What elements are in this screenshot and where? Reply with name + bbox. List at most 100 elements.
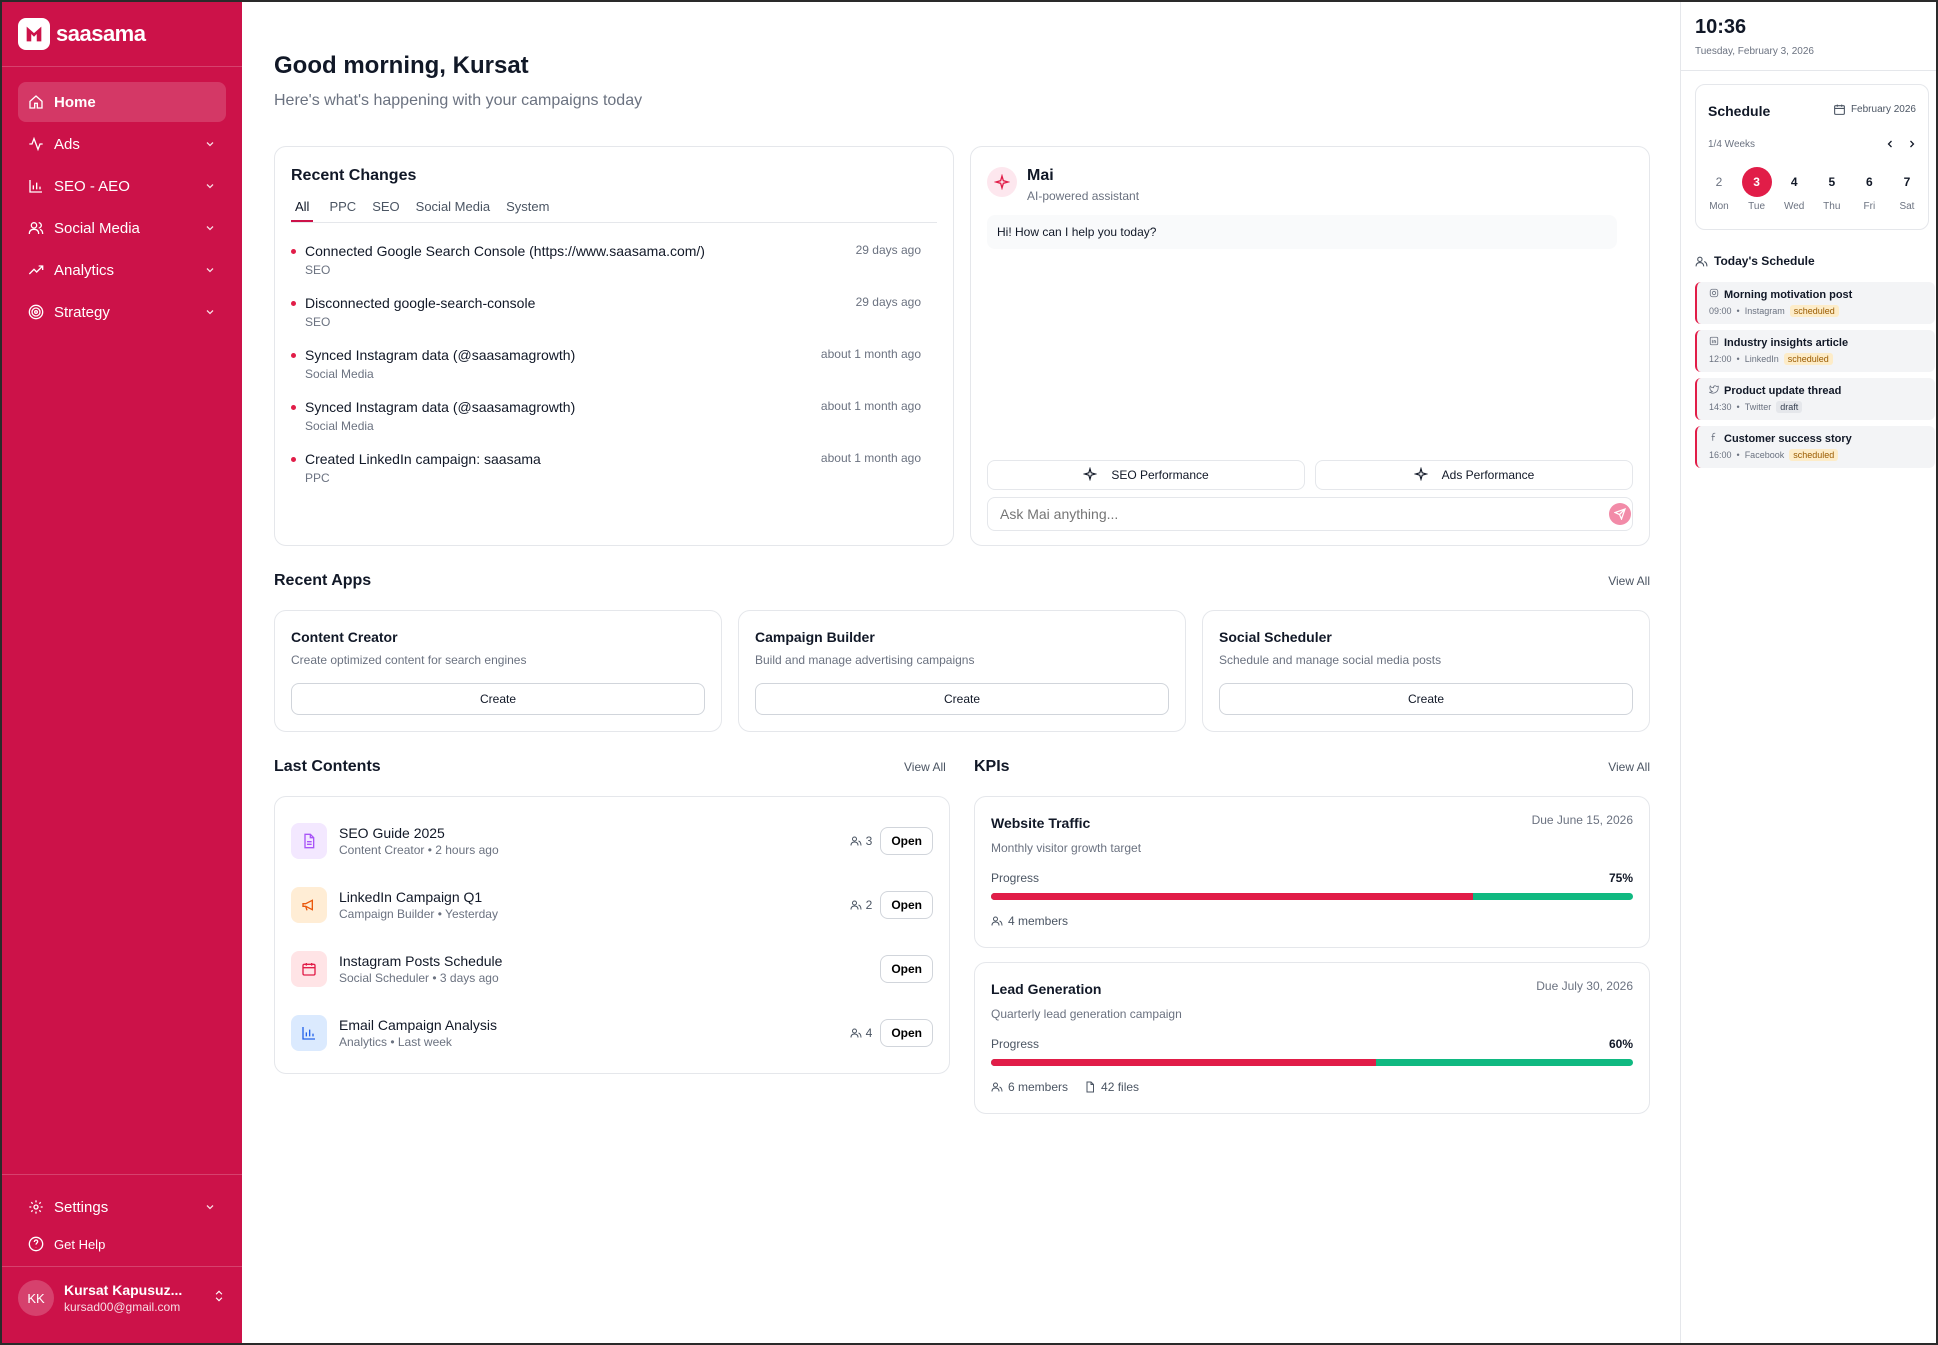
list-item[interactable]: Created LinkedIn campaign: saasama PPC a…	[291, 451, 937, 485]
chevron-down-icon	[204, 306, 216, 318]
list-item[interactable]: Disconnected google-search-console SEO 2…	[291, 295, 937, 329]
section-label: Today's Schedule	[1714, 254, 1815, 268]
schedule-event[interactable]: Product update thread 14:30 • Twitter draft	[1695, 378, 1935, 420]
activity-icon	[28, 136, 44, 152]
ads-performance-button[interactable]: Ads Performance	[1315, 460, 1633, 490]
change-title: Synced Instagram data (@saasamagrowth)	[305, 399, 576, 415]
schedule-card: Schedule February 2026 1/4 Weeks 2 Mon 3 T…	[1695, 84, 1929, 230]
divider	[2, 1174, 242, 1175]
day-cell[interactable]: 3 Tue	[1741, 167, 1772, 212]
chevrons-up-down-icon	[212, 1289, 226, 1308]
progress-fill	[991, 1059, 1377, 1066]
sidebar-item-strategy[interactable]: Strategy	[18, 292, 226, 332]
event-time: 09:00	[1709, 306, 1732, 316]
recent-apps-title: Recent Apps	[274, 572, 372, 589]
kpis-view-all[interactable]: View All	[1608, 760, 1650, 774]
document-icon	[291, 823, 327, 859]
user-menu[interactable]: KK Kursat Kapusuz... kursad00@gmail.com	[18, 1280, 226, 1316]
chevron-left-icon[interactable]	[1884, 137, 1896, 155]
help-section: Get Help	[18, 1228, 226, 1262]
create-button[interactable]: Create	[291, 683, 705, 715]
logo[interactable]: saasama	[18, 18, 146, 50]
schedule-month[interactable]: February 2026	[1833, 103, 1916, 116]
app-card-social-scheduler: Social Scheduler Schedule and manage soc…	[1202, 610, 1650, 732]
change-time: about 1 month ago	[820, 399, 921, 413]
calendar-icon	[291, 951, 327, 987]
create-button[interactable]: Create	[1219, 683, 1633, 715]
change-time: about 1 month ago	[820, 347, 921, 361]
change-time: about 1 month ago	[820, 451, 921, 465]
chevron-down-icon	[204, 138, 216, 150]
tab-all[interactable]: All	[291, 199, 314, 222]
assistant-message: Hi! How can I help you today?	[987, 215, 1617, 249]
list-item[interactable]: Synced Instagram data (@saasamagrowth) S…	[291, 347, 937, 381]
open-button[interactable]: Open	[880, 1019, 933, 1047]
content-title: Instagram Posts Schedule	[339, 953, 503, 969]
ask-mai-input[interactable]	[987, 497, 1633, 531]
user-info: Kursat Kapusuz... kursad00@gmail.com	[64, 1282, 202, 1314]
schedule-event[interactable]: Customer success story 16:00 • Facebook sch…	[1695, 426, 1935, 468]
recent-apps-view-all[interactable]: View All	[1608, 574, 1650, 588]
get-help-link[interactable]: Get Help	[18, 1228, 226, 1260]
last-contents-view-all[interactable]: View All	[904, 760, 946, 774]
status-badge: scheduled	[1789, 305, 1839, 317]
divider	[2, 66, 242, 67]
day-cell[interactable]: 7 Sat	[1892, 167, 1922, 212]
event-title: Customer success story	[1724, 432, 1852, 445]
list-item[interactable]: SEO Guide 2025 Content Creator • 2 hours…	[291, 819, 933, 863]
help-circle-icon	[28, 1236, 44, 1252]
tab-ppc[interactable]: PPC	[329, 199, 357, 214]
tab-social-media[interactable]: Social Media	[415, 199, 491, 214]
sidebar-item-home[interactable]: Home	[18, 82, 226, 122]
clock-time: 10:36	[1695, 16, 1747, 38]
sparkles-icon	[1082, 466, 1098, 484]
members-count: 3	[850, 834, 872, 848]
list-item[interactable]: Instagram Posts Schedule Social Schedule…	[291, 947, 933, 991]
open-button[interactable]: Open	[880, 955, 933, 983]
send-button[interactable]	[1609, 503, 1631, 525]
sidebar-item-ads[interactable]: Ads	[18, 124, 226, 164]
bar-chart-icon	[28, 178, 44, 194]
content-meta: Analytics • Last week	[339, 1035, 452, 1049]
status-dot	[291, 457, 296, 462]
sidebar-item-label: Ads	[54, 135, 80, 153]
linkedin-icon	[1709, 336, 1719, 349]
clock-date: Tuesday, February 3, 2026	[1695, 46, 1814, 57]
list-item[interactable]: Connected Google Search Console (https:/…	[291, 243, 937, 277]
create-button[interactable]: Create	[755, 683, 1169, 715]
progress-value: 60%	[1608, 1037, 1633, 1051]
day-cell[interactable]: 5 Thu	[1817, 167, 1847, 212]
kpis-title: KPIs	[974, 758, 1010, 775]
tab-seo[interactable]: SEO	[372, 199, 400, 214]
sidebar-item-seo[interactable]: SEO - AEO	[18, 166, 226, 206]
day-cell[interactable]: 6 Fri	[1854, 167, 1884, 212]
sidebar-item-label: Settings	[54, 1198, 109, 1216]
status-dot	[291, 405, 296, 410]
seo-performance-button[interactable]: SEO Performance	[987, 460, 1305, 490]
list-item[interactable]: Synced Instagram data (@saasamagrowth) S…	[291, 399, 937, 433]
sidebar-item-settings[interactable]: Settings	[18, 1187, 226, 1227]
kpi-title: Lead Generation	[991, 981, 1102, 997]
logo-icon	[18, 18, 50, 50]
list-item[interactable]: Email Campaign Analysis Analytics • Last…	[291, 1011, 933, 1055]
page-subtitle: Here's what's happening with your campai…	[274, 92, 643, 109]
day-cell[interactable]: 4 Wed	[1779, 167, 1809, 212]
app-title: Social Scheduler	[1219, 629, 1332, 645]
change-category: SEO	[305, 315, 331, 329]
last-contents-title: Last Contents	[274, 758, 381, 775]
chevron-right-icon[interactable]	[1906, 137, 1918, 155]
sidebar-item-social-media[interactable]: Social Media	[18, 208, 226, 248]
open-button[interactable]: Open	[880, 827, 933, 855]
schedule-event[interactable]: Industry insights article 12:00 • LinkedIn…	[1695, 330, 1935, 372]
list-item[interactable]: LinkedIn Campaign Q1 Campaign Builder • …	[291, 883, 933, 927]
schedule-event[interactable]: Morning motivation post 09:00 • Instagram s…	[1695, 282, 1935, 324]
weeks-indicator: 1/4 Weeks	[1708, 139, 1756, 150]
kpi-card-lead-generation[interactable]: Lead Generation Due July 30, 2026 Quarte…	[974, 962, 1650, 1114]
sidebar-item-analytics[interactable]: Analytics	[18, 250, 226, 290]
user-email: kursad00@gmail.com	[64, 1300, 181, 1314]
open-button[interactable]: Open	[880, 891, 933, 919]
kpi-card-website-traffic[interactable]: Website Traffic Due June 15, 2026 Monthl…	[974, 796, 1650, 948]
user-name: Kursat Kapusuz...	[64, 1282, 183, 1298]
tab-system[interactable]: System	[506, 199, 550, 214]
day-cell[interactable]: 2 Mon	[1704, 167, 1734, 212]
